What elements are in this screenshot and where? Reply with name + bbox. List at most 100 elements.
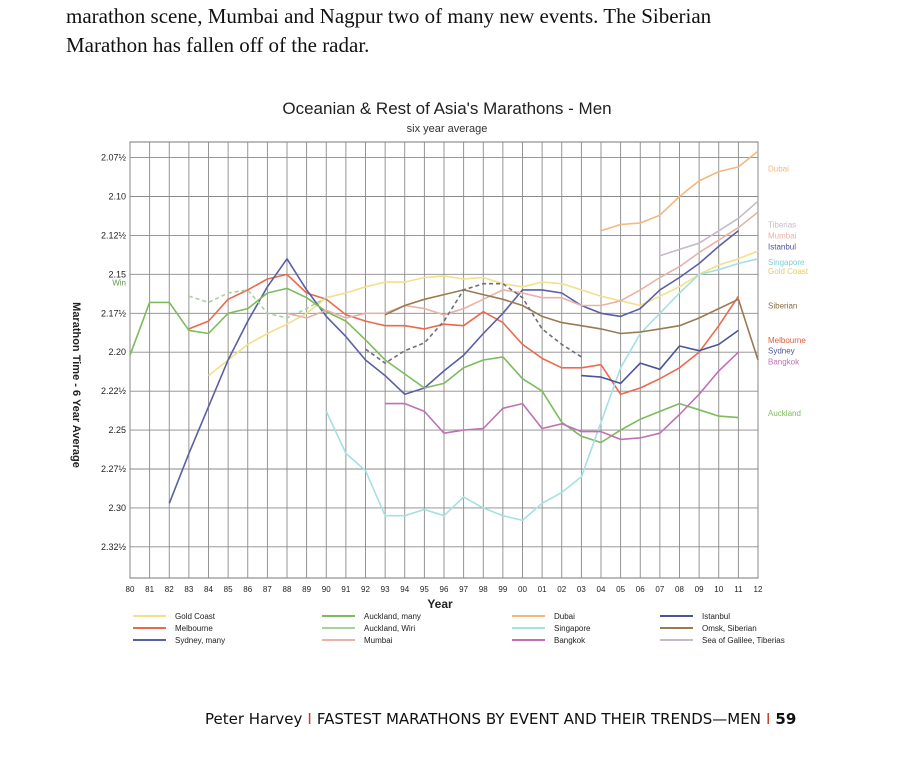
x-tick-label: 97: [459, 585, 468, 594]
y-tick-label: 2.12½: [101, 230, 127, 240]
legend-label: Sea of Galilee, Tiberias: [702, 636, 785, 645]
y-tick-label: 2.25: [108, 425, 126, 435]
x-tick-label: 85: [224, 585, 233, 594]
y-tick-label: 2.15: [108, 269, 126, 279]
footer-title: FASTEST MARATHONS BY EVENT AND THEIR TRE…: [316, 710, 761, 728]
x-tick-label: 98: [479, 585, 488, 594]
x-tick-label: 08: [675, 585, 684, 594]
page-footer: Peter Harvey I FASTEST MARATHONS BY EVENT …: [205, 710, 845, 728]
series-end-label: Sydney: [768, 347, 795, 356]
legend-label: Mumbai: [364, 636, 393, 645]
y-axis-ticks: 2.07½ 2.10 2.12½ 2.15 2.17½ 2.20 2.22½ 2.25 2.27…: [101, 153, 127, 552]
marathon-line-chart: Oceanian & Rest of Asia's Marathons - Me…: [70, 99, 809, 645]
legend-label: Istanbul: [702, 612, 730, 621]
y-tick-label: 2.10: [108, 192, 126, 202]
series-end-label: Tiberias: [768, 221, 796, 230]
series-line: [365, 282, 582, 364]
legend-label: Sydney, many: [175, 636, 225, 645]
x-tick-label: 82: [165, 585, 174, 594]
y-tick-label: 2.20: [108, 347, 126, 357]
x-tick-label: 07: [655, 585, 664, 594]
y-tick-label: 2.30: [108, 503, 126, 513]
series-end-label: Singapore: [768, 258, 805, 267]
x-tick-label: 05: [616, 585, 625, 594]
legend-label: Melbourne: [175, 624, 213, 633]
y-tick-label: 2.17½: [101, 308, 127, 318]
x-tick-label: 87: [263, 585, 272, 594]
x-tick-label: 83: [184, 585, 193, 594]
y-tick-label: 2.07½: [101, 153, 127, 163]
footer-author: Peter Harvey: [205, 710, 303, 728]
x-tick-label: 86: [243, 585, 252, 594]
series-end-label: Melbourne: [768, 336, 806, 345]
legend-label: Auckland, Wiri: [364, 624, 415, 633]
series-line: [129, 287, 739, 444]
x-tick-label: 10: [714, 585, 723, 594]
y-axis-label: Marathon Time - 6 Year Average: [70, 302, 82, 468]
text-line-2: Marathon has fallen off of the radar.: [66, 33, 370, 57]
y-tick-label: 2.27½: [101, 464, 127, 474]
x-tick-label: 92: [361, 585, 370, 594]
series-line: [286, 211, 759, 319]
x-tick-label: 90: [322, 585, 331, 594]
x-tick-label: 84: [204, 585, 213, 594]
legend-label: Bangkok: [554, 636, 586, 645]
x-tick-label: 89: [302, 585, 311, 594]
series-line: [385, 351, 739, 441]
x-tick-label: 95: [420, 585, 429, 594]
series-line: [188, 289, 327, 319]
x-axis-ticks: 80 81 82 83 84 85 86 87 88 89 90 91 92 93 94 95 96 97 98 99…: [126, 585, 763, 594]
x-tick-label: 04: [597, 585, 606, 594]
series-end-label: Mumbai: [768, 231, 797, 240]
series-end-label: Auckland: [768, 409, 801, 418]
x-tick-label: 91: [341, 585, 350, 594]
chart-subtitle: six year average: [407, 123, 488, 135]
x-tick-label: 81: [145, 585, 154, 594]
x-tick-label: 96: [440, 585, 449, 594]
series-line: [581, 329, 739, 385]
x-axis-label: Year: [427, 597, 453, 611]
x-tick-label: 00: [518, 585, 527, 594]
footer-separator-2: I: [765, 710, 771, 728]
x-tick-label: 11: [734, 585, 743, 594]
series-line: [600, 150, 759, 232]
legend-label: Singapore: [554, 624, 591, 633]
footer-separator-1: I: [307, 710, 312, 728]
x-tick-label: 88: [283, 585, 292, 594]
x-tick-label: 06: [636, 585, 645, 594]
series-end-label: Dubai: [768, 164, 789, 173]
y-tick-note-win: Win: [112, 278, 126, 287]
x-tick-label: 12: [754, 585, 763, 594]
series-line: [188, 273, 740, 396]
series-line: [325, 258, 759, 522]
body-text: marathon scene, Mumbai and Nagpur two of…: [66, 2, 834, 60]
footer-page-number: 59: [775, 710, 797, 728]
series-end-label: Siberian: [768, 302, 797, 311]
y-tick-label: 2.22½: [101, 386, 127, 396]
legend-label: Auckland, many: [364, 612, 421, 621]
x-tick-label: 93: [381, 585, 390, 594]
legend-label: Dubai: [554, 612, 575, 621]
x-tick-label: 99: [498, 585, 507, 594]
x-tick-label: 94: [400, 585, 409, 594]
grid: [129, 141, 759, 579]
x-tick-label: 02: [557, 585, 566, 594]
series-line: [659, 200, 759, 257]
x-tick-label: 80: [126, 585, 135, 594]
x-tick-label: 03: [577, 585, 586, 594]
series-line: [168, 230, 739, 504]
x-tick-label: 09: [695, 585, 704, 594]
series-lines: [129, 150, 759, 522]
x-tick-label: 01: [538, 585, 547, 594]
series-line: [384, 289, 759, 361]
legend-label: Gold Coast: [175, 612, 216, 621]
series-end-label: Gold Coast: [768, 267, 809, 276]
legend: Gold Coast Melbourne Sydney, many Auckland,…: [133, 612, 785, 645]
chart-title: Oceanian & Rest of Asia's Marathons - Me…: [282, 99, 611, 118]
legend-label: Omsk, Siberian: [702, 624, 757, 633]
series-end-label: Istanbul: [768, 242, 796, 251]
y-tick-label: 2.32½: [101, 542, 127, 552]
series-end-label: Bangkok: [768, 358, 800, 367]
text-line-1: marathon scene, Mumbai and Nagpur two of…: [66, 4, 712, 28]
